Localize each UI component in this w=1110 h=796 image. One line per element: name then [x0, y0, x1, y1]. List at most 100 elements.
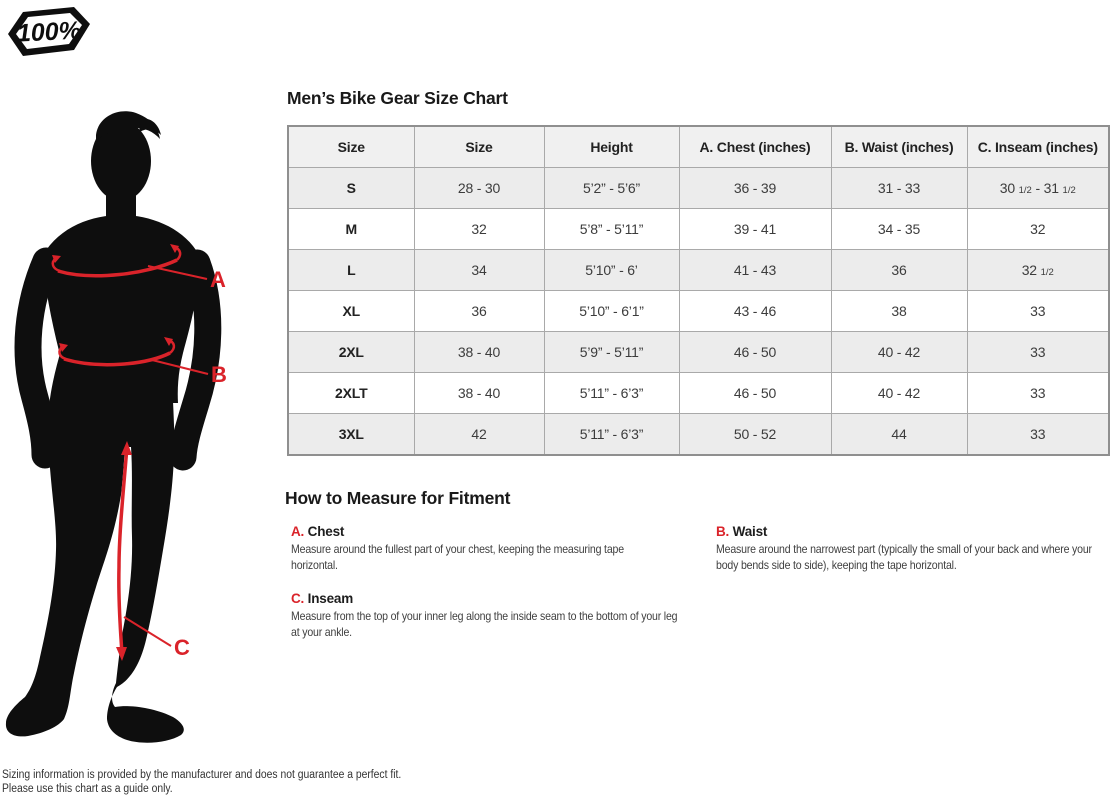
value-cell: 5’11” - 6’3”	[543, 413, 680, 456]
table-row-2xlt: 2XLT 38 - 40 5’11” - 6’3” 46 - 50 40 - 42 33	[287, 372, 1110, 414]
measure-description-chest: Measure around the fullest part of your …	[291, 542, 624, 572]
footer-line-1: Sizing information is provided by the ma…	[2, 769, 402, 781]
footer-disclaimer: Sizing information is provided by the ma…	[2, 768, 452, 796]
value-cell: 38 - 40	[413, 331, 545, 373]
value-cell: 36	[413, 290, 545, 332]
value-cell: 5’10” - 6’1”	[543, 290, 680, 332]
value-cell: 32	[413, 208, 545, 250]
size-table-body: S 28 - 30 5’2” - 5’6” 36 - 39 31 - 33 30 1/2 …	[287, 167, 1110, 456]
measure-item-waist: B. Waist Measure around the narrowest pa…	[716, 524, 1110, 573]
measure-letter-c: C.	[291, 591, 305, 606]
size-label-cell: S	[287, 167, 415, 209]
table-row-l: L 34 5’10” - 6’ 41 - 43 36 32 1/2	[287, 249, 1110, 291]
value-cell: 32	[966, 208, 1110, 250]
value-cell: 30 1/2 - 31 1/2	[966, 167, 1110, 209]
waist-leader-line	[151, 359, 209, 375]
size-label-cell: M	[287, 208, 415, 250]
inseam-arrow-top-head	[121, 441, 132, 455]
size-table-head: Size Size Height A. Chest (inches) B. Waist …	[287, 125, 1110, 168]
value-cell: 5’10” - 6’	[543, 249, 680, 291]
figure-label-c: C	[174, 635, 190, 660]
value-cell: 5’9” - 5’11”	[543, 331, 680, 373]
value-cell: 5’8” - 5’11”	[543, 208, 680, 250]
table-row-s: S 28 - 30 5’2” - 5’6” 36 - 39 31 - 33 30 1/2 …	[287, 167, 1110, 209]
brand-logo-badge: 100%	[8, 7, 90, 56]
chest-leader-line	[147, 265, 208, 280]
measurement-overlays: A B C	[51, 244, 227, 661]
table-row-2xl: 2XL 38 - 40 5’9” - 5’11” 46 - 50 40 - 42 33	[287, 331, 1110, 373]
waist-arrow-left-head	[59, 343, 68, 352]
table-row-xl: XL 36 5’10” - 6’1” 43 - 46 38 33	[287, 290, 1110, 332]
column-header-c-inseam-inches: C. Inseam (inches)	[966, 125, 1110, 168]
value-cell: 36 - 39	[678, 167, 832, 209]
column-header-b-waist-inches: B. Waist (inches)	[830, 125, 968, 168]
logo-hexagon-inner	[16, 13, 82, 49]
value-cell: 46 - 50	[678, 372, 832, 414]
column-header-a-chest-inches: A. Chest (inches)	[678, 125, 832, 168]
inseam-leader-line	[123, 616, 172, 647]
measure-description-waist: Measure around the narrowest part (typic…	[716, 542, 1092, 572]
measure-item-chest-heading: A. Chest	[291, 524, 731, 539]
value-cell: 33	[966, 372, 1110, 414]
size-label-cell: 2XLT	[287, 372, 415, 414]
measure-items: A. Chest Measure around the fullest part…	[287, 524, 1108, 694]
value-cell: 50 - 52	[678, 413, 832, 456]
value-cell: 40 - 42	[830, 331, 968, 373]
value-cell: 33	[966, 413, 1110, 456]
chest-arrow-left-head	[52, 255, 61, 263]
measure-description-inseam: Measure from the top of your inner leg a…	[291, 609, 678, 639]
value-cell: 33	[966, 331, 1110, 373]
table-row-m: M 32 5’8” - 5’11” 39 - 41 34 - 35 32	[287, 208, 1110, 250]
half-fraction: 1/2	[1062, 185, 1076, 196]
value-cell: 41 - 43	[678, 249, 832, 291]
silhouette-hair	[96, 111, 160, 141]
waist-measurement-arrow	[63, 351, 171, 367]
waist-arrow-right-head	[164, 337, 173, 346]
measure-item-inseam-heading: C. Inseam	[291, 591, 741, 606]
size-label-cell: 2XL	[287, 331, 415, 373]
value-cell: 39 - 41	[678, 208, 832, 250]
size-label-cell: 3XL	[287, 413, 415, 456]
value-cell: 43 - 46	[678, 290, 832, 332]
column-header-size: Size	[413, 125, 545, 168]
chest-arrow-right-head	[170, 244, 179, 253]
column-header-size: Size	[287, 125, 415, 168]
size-table: Size Size Height A. Chest (inches) B. Waist …	[287, 125, 1110, 456]
value-cell: 38 - 40	[413, 372, 545, 414]
value-cell: 5’11” - 6’3”	[543, 372, 680, 414]
size-chart-title: Men’s Bike Gear Size Chart	[287, 88, 508, 108]
value-cell: 34	[413, 249, 545, 291]
measure-letter-b: B.	[716, 524, 730, 539]
logo-text: 100%	[16, 16, 81, 47]
value-cell: 36	[830, 249, 968, 291]
half-fraction: 1/2	[1018, 185, 1032, 196]
size-label-cell: XL	[287, 290, 415, 332]
main-content: Men’s Bike Gear Size Chart Size Size Heigh…	[285, 88, 1110, 694]
measure-section-title: How to Measure for Fitment	[285, 488, 511, 508]
table-row-3xl: 3XL 42 5’11” - 6’3” 50 - 52 44 33	[287, 413, 1110, 456]
value-cell: 28 - 30	[413, 167, 545, 209]
measure-name-inseam: Inseam	[307, 591, 354, 606]
value-cell: 33	[966, 290, 1110, 332]
value-cell: 42	[413, 413, 545, 456]
value-cell: 5’2” - 5’6”	[543, 167, 680, 209]
silhouette-right-arm	[169, 249, 222, 471]
value-cell: 40 - 42	[830, 372, 968, 414]
value-cell: 31 - 33	[830, 167, 968, 209]
size-label-cell: L	[287, 249, 415, 291]
silhouette-left-arm	[14, 247, 60, 469]
figure-label-b: B	[211, 362, 227, 387]
chest-measurement-arrow	[57, 258, 178, 278]
half-fraction: 1/2	[1040, 267, 1054, 278]
silhouette-head	[91, 121, 151, 201]
inseam-measurement-arrow	[117, 446, 129, 656]
inseam-arrow-bottom-head	[116, 647, 127, 661]
value-cell: 32 1/2	[966, 249, 1110, 291]
silhouette-hair-flick	[138, 118, 161, 135]
figure-label-a: A	[210, 267, 226, 292]
silhouette-neck	[106, 185, 136, 219]
measure-item-waist-heading: B. Waist	[716, 524, 1110, 539]
measure-item-chest: A. Chest Measure around the fullest part…	[291, 524, 731, 573]
measure-letter-a: A.	[291, 524, 305, 539]
value-cell: 44	[830, 413, 968, 456]
